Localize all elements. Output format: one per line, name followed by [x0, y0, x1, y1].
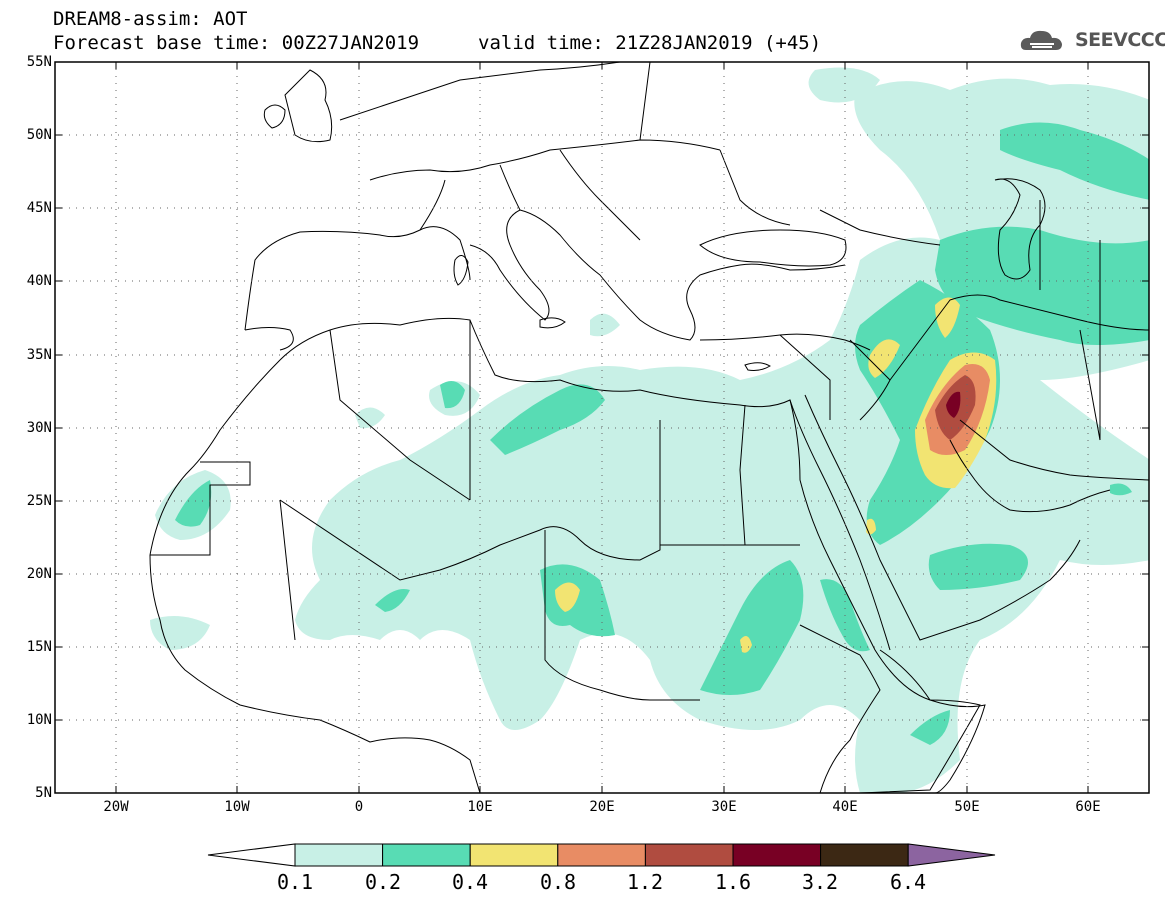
lon-label-10e: 10E	[467, 799, 493, 815]
colorbar-swatch-5	[644, 843, 734, 867]
colorbar-high-extension	[907, 843, 996, 867]
colorbar-swatch-1	[294, 843, 384, 867]
colorbar-swatch-7	[820, 843, 909, 867]
lon-label-40e: 40E	[832, 799, 858, 815]
colorbar-label-3-2: 3.2	[801, 870, 839, 894]
cloud-icon	[1020, 30, 1062, 50]
lat-label-55n: 55N	[26, 54, 52, 70]
lat-label-40n: 40N	[26, 273, 52, 289]
lat-label-5n: 5N	[35, 785, 52, 801]
colorbar-label-0-4: 0.4	[451, 870, 489, 894]
colorbar-label-0-2: 0.2	[364, 870, 402, 894]
colorbar-swatch-4	[557, 843, 646, 867]
lon-label-60e: 60E	[1075, 799, 1101, 815]
colorbar-label-0-1: 0.1	[276, 870, 314, 894]
colorbar-label-1-6: 1.6	[714, 870, 752, 894]
seevccc-logo: SEEVCCC	[1075, 29, 1165, 51]
grid-lines	[55, 62, 1149, 793]
colorbar-swatch-3	[469, 843, 559, 867]
lon-label-50e: 50E	[954, 799, 980, 815]
map-frame	[54, 61, 1150, 794]
lat-label-45n: 45N	[26, 200, 52, 216]
lon-label-20e: 20E	[589, 799, 615, 815]
lat-label-50n: 50N	[26, 127, 52, 143]
lat-label-15n: 15N	[26, 639, 52, 655]
lat-label-25n: 25N	[26, 493, 52, 509]
coastlines	[149, 62, 1149, 793]
lat-label-35n: 35N	[26, 347, 52, 363]
axis-ticks	[55, 62, 1149, 793]
colorbar-label-0-8: 0.8	[539, 870, 577, 894]
colorbar	[207, 843, 996, 867]
lon-label-0: 0	[354, 799, 364, 815]
colorbar-label-6-4: 6.4	[889, 870, 927, 894]
colorbar-low-extension	[207, 843, 296, 867]
aot-shading	[150, 67, 1149, 793]
lon-label-30e: 30E	[711, 799, 737, 815]
colorbar-label-1-2: 1.2	[626, 870, 664, 894]
lon-label-10w: 10W	[224, 799, 250, 815]
colorbar-swatch-6	[732, 843, 822, 867]
colorbar-swatch-2	[382, 843, 471, 867]
map-title: DREAM8-assim: AOT	[53, 8, 248, 30]
lon-label-20w: 20W	[103, 799, 129, 815]
lat-label-30n: 30N	[26, 420, 52, 436]
forecast-base-time: Forecast base time: 00Z27JAN2019	[53, 32, 420, 54]
valid-time: valid time: 21Z28JAN2019 (+45)	[478, 32, 822, 54]
lat-label-10n: 10N	[26, 712, 52, 728]
lat-label-20n: 20N	[26, 566, 52, 582]
